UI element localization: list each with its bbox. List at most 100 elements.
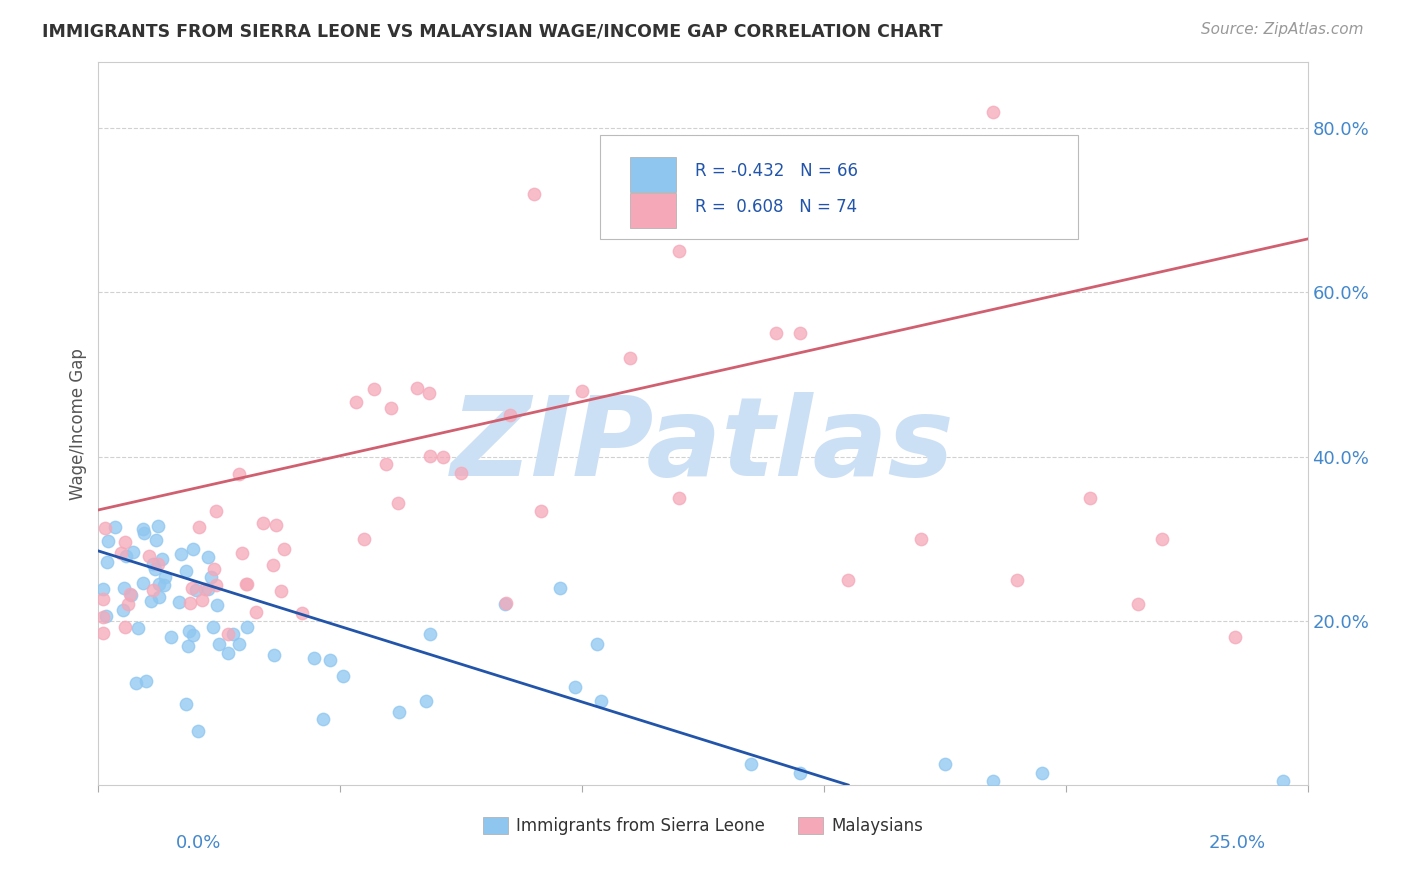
Point xyxy=(228,467,250,482)
Point xyxy=(125,675,148,690)
Point xyxy=(571,384,593,398)
Point xyxy=(363,382,385,396)
Point xyxy=(145,533,167,547)
Point xyxy=(619,351,641,365)
Point xyxy=(380,401,402,416)
Point xyxy=(374,457,396,471)
Point xyxy=(118,587,141,601)
Point xyxy=(152,578,174,592)
Point xyxy=(387,495,409,509)
Point xyxy=(1272,773,1295,788)
Text: Source: ZipAtlas.com: Source: ZipAtlas.com xyxy=(1201,22,1364,37)
Point xyxy=(1223,630,1246,644)
Point xyxy=(177,639,200,653)
Point xyxy=(273,541,295,556)
Point xyxy=(150,551,173,566)
Point xyxy=(205,599,228,613)
Point xyxy=(197,582,219,596)
Point xyxy=(231,546,253,560)
Text: R =  0.608   N = 74: R = 0.608 N = 74 xyxy=(695,198,856,216)
Point xyxy=(498,409,520,423)
Point xyxy=(765,326,787,341)
Text: 25.0%: 25.0% xyxy=(1208,834,1265,852)
Point xyxy=(252,516,274,530)
Point xyxy=(318,653,340,667)
Point xyxy=(202,562,225,576)
Point xyxy=(91,582,114,597)
Point xyxy=(415,694,437,708)
Text: R = -0.432   N = 66: R = -0.432 N = 66 xyxy=(695,161,858,180)
Point xyxy=(131,575,153,590)
Point xyxy=(134,526,156,541)
Point xyxy=(934,757,956,772)
Point xyxy=(197,550,219,565)
Point xyxy=(91,609,114,624)
Text: IMMIGRANTS FROM SIERRA LEONE VS MALAYSIAN WAGE/INCOME GAP CORRELATION CHART: IMMIGRANTS FROM SIERRA LEONE VS MALAYSIA… xyxy=(42,22,943,40)
Point xyxy=(174,697,197,711)
Point xyxy=(181,582,204,596)
Point xyxy=(200,570,222,584)
Point xyxy=(419,449,441,463)
Point xyxy=(194,582,217,596)
Point xyxy=(981,104,1004,119)
Point xyxy=(291,606,314,620)
Point xyxy=(91,591,114,606)
Point xyxy=(494,597,516,611)
Point xyxy=(910,532,932,546)
Point xyxy=(184,582,207,597)
Point xyxy=(190,592,212,607)
Point xyxy=(114,620,136,634)
Point xyxy=(564,680,586,694)
Point xyxy=(179,624,201,638)
Legend: Immigrants from Sierra Leone, Malaysians: Immigrants from Sierra Leone, Malaysians xyxy=(477,810,929,842)
Point xyxy=(146,519,169,533)
Point xyxy=(169,548,191,562)
Point xyxy=(450,466,472,480)
Point xyxy=(138,549,160,564)
Text: ZIPatlas: ZIPatlas xyxy=(451,392,955,499)
Point xyxy=(96,609,118,624)
Point xyxy=(110,546,132,560)
Point xyxy=(550,581,572,595)
Point xyxy=(217,646,239,660)
Point xyxy=(263,648,285,662)
Point xyxy=(332,668,354,682)
Y-axis label: Wage/Income Gap: Wage/Income Gap xyxy=(69,348,87,500)
Point xyxy=(236,577,259,591)
Point xyxy=(117,597,139,611)
Point xyxy=(97,533,120,548)
Point xyxy=(388,705,411,719)
Point xyxy=(174,565,197,579)
Point xyxy=(202,619,225,633)
Point xyxy=(115,549,138,563)
Point xyxy=(789,326,811,341)
Point xyxy=(142,583,165,598)
Point xyxy=(262,558,284,573)
Point xyxy=(789,765,811,780)
Point xyxy=(530,504,553,518)
Point xyxy=(91,626,114,640)
Point xyxy=(1007,573,1029,587)
Point xyxy=(208,637,231,651)
Point xyxy=(302,651,325,665)
Point xyxy=(222,626,245,640)
Point xyxy=(148,590,170,604)
Point xyxy=(668,491,690,505)
Point xyxy=(1128,598,1150,612)
Point xyxy=(523,186,546,201)
Point xyxy=(181,541,204,556)
Point xyxy=(837,573,859,587)
Point xyxy=(353,532,375,546)
Point xyxy=(418,386,440,401)
Point xyxy=(112,603,135,617)
FancyBboxPatch shape xyxy=(600,135,1078,239)
Point xyxy=(127,621,149,635)
Point xyxy=(312,712,335,726)
Point xyxy=(432,450,454,464)
Point xyxy=(112,581,135,595)
Point xyxy=(153,570,176,584)
Point xyxy=(132,522,155,536)
Point xyxy=(228,637,250,651)
FancyBboxPatch shape xyxy=(630,194,676,227)
Point xyxy=(141,594,163,608)
